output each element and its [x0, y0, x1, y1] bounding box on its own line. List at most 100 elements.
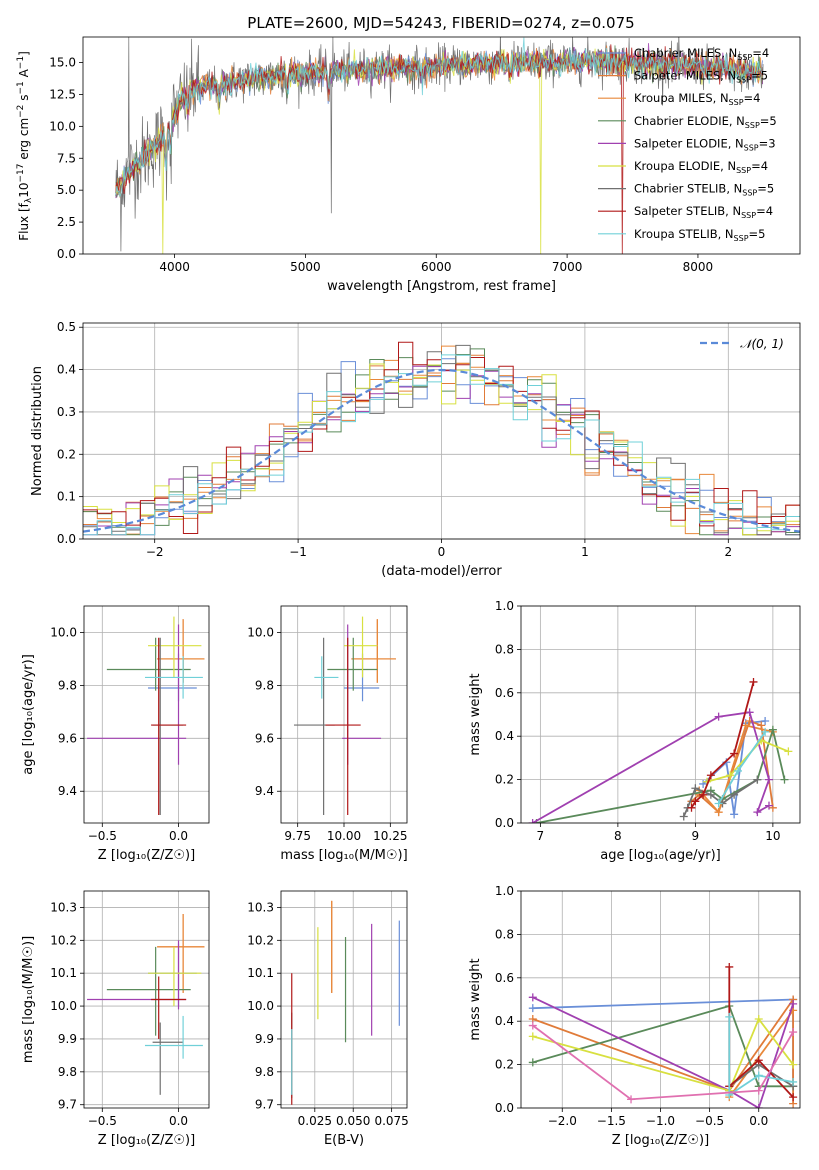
x-tick-label: 10 — [765, 829, 780, 843]
legend-subscript: SSP — [734, 234, 749, 243]
x-tick-label: −1.0 — [646, 1114, 675, 1128]
series-marker — [745, 708, 754, 717]
y-tick-label: 10.3 — [247, 900, 274, 914]
y-tick-label: 10.1 — [50, 966, 77, 980]
y-tick-label: 0.6 — [495, 971, 514, 985]
model-spectrum-9 — [115, 37, 763, 197]
x-tick-label: 8 — [614, 829, 622, 843]
y-tick-label: 0.0 — [495, 816, 514, 830]
series-marker — [528, 993, 537, 1002]
y-axis-label-part: Flux [f — [17, 202, 31, 240]
massweight-vs-metallicity-plot: −2.0 −1.5 −1.0 −0.5 0.0 0.0 0.2 0.4 0.6 0.8 1.0 Z [… — [468, 884, 801, 1148]
legend-subscript: SSP — [736, 76, 751, 85]
error-bar-point — [351, 619, 396, 683]
y-axis-label: Flux [fλ10−17 erg cm−2 s−1 A−1] — [16, 51, 34, 241]
y-tick-label: 1.0 — [495, 884, 514, 898]
x-tick-label: 7000 — [552, 260, 583, 274]
series-path — [532, 711, 770, 823]
y-tick-label: 10.2 — [50, 933, 77, 947]
x-tick-label: 9.75 — [284, 829, 311, 843]
x-tick-label: 6000 — [421, 260, 452, 274]
x-tick-label: 0.050 — [336, 1114, 370, 1128]
error-bar-point — [351, 619, 396, 683]
legend-text: Kroupa ELODIE, N — [634, 159, 736, 173]
series-marker — [714, 808, 723, 817]
series-marker — [730, 790, 739, 799]
y-tick-label: 10.0 — [247, 999, 274, 1013]
legend-text: Chabrier STELIB, N — [634, 182, 742, 196]
series-line — [532, 725, 789, 823]
series-path — [706, 739, 789, 783]
residuals-plot: −2 −1 0 1 2 0.0 0.1 0.2 0.3 0.4 0.5 (data-model)/er… — [30, 320, 801, 579]
series-marker — [714, 799, 723, 808]
x-tick-label: 0.0 — [749, 1114, 768, 1128]
series-marker — [789, 1028, 798, 1037]
series-marker — [528, 819, 537, 823]
series-marker — [725, 1012, 734, 1021]
x-tick-label: 0.0 — [169, 829, 188, 843]
series-path — [728, 1009, 794, 1098]
y-tick-label: 10.2 — [247, 933, 274, 947]
y-axis-label-part: −17 — [16, 164, 26, 183]
legend-entry: Kroupa STELIB, NSSP=5 — [634, 227, 765, 243]
age-vs-metallicity-plot: −0.5 0.0 9.4 9.6 9.8 10.0 Z [log₁₀(Z/Z☉)] age [… — [21, 605, 210, 863]
series-marker — [741, 721, 750, 730]
legend-text: =5 — [751, 69, 768, 83]
series-marker — [757, 721, 766, 730]
y-tick-label: 9.8 — [255, 678, 274, 692]
x-tick-label: 8000 — [683, 260, 714, 274]
legend-entry: Salpeter ELODIE, NSSP=3 — [634, 136, 776, 152]
x-tick-label: −1 — [289, 545, 307, 559]
error-bar-point — [344, 616, 378, 678]
series-marker — [528, 1021, 537, 1030]
y-tick-label: 9.7 — [58, 1098, 77, 1112]
error-bar-point — [151, 976, 187, 1039]
series-marker — [528, 1004, 537, 1013]
legend-text: =3 — [759, 136, 776, 150]
plot-area — [83, 341, 800, 536]
legend-text: =5 — [749, 227, 766, 241]
legend-text: =4 — [752, 46, 769, 60]
x-axis-label: mass [log₁₀(M/M☉)] — [280, 848, 407, 863]
series-marker — [706, 771, 715, 780]
error-bar-point — [152, 1022, 184, 1095]
legend-text: =5 — [757, 182, 774, 196]
error-bar-point — [327, 637, 378, 691]
y-tick-label: 9.9 — [58, 1032, 77, 1046]
y-axis-label-part: −2 — [16, 105, 26, 118]
spectrum-title: PLATE=2600, MJD=54243, FIBERID=0274, z=0… — [247, 14, 634, 32]
error-bar-point — [87, 624, 187, 765]
error-bar-point — [157, 619, 205, 683]
series-path — [532, 996, 794, 1108]
y-axis-label-part: −1 — [16, 56, 26, 69]
error-bar-point — [325, 637, 361, 816]
legend-subscript: SSP — [736, 166, 751, 175]
x-tick-label: 0.025 — [298, 1114, 332, 1128]
x-tick-label: −0.5 — [695, 1114, 724, 1128]
x-axis-label: Z [log₁₀(Z/Z☉)] — [98, 848, 195, 863]
plot-area — [528, 677, 793, 823]
axes-frame — [280, 890, 408, 1109]
y-axis-label: mass weight — [468, 673, 483, 755]
series-marker — [754, 1104, 763, 1108]
grid — [521, 605, 800, 824]
y-tick-label: 9.4 — [255, 784, 274, 798]
y-tick-label: 1.0 — [495, 599, 514, 613]
series-marker — [753, 808, 762, 817]
series-marker — [789, 999, 798, 1008]
x-axis-label: wavelength [Angstrom, rest frame] — [327, 279, 556, 294]
legend-text: =4 — [744, 91, 761, 105]
plot-area — [115, 37, 764, 254]
series-marker — [761, 717, 770, 726]
y-tick-label: 10.0 — [247, 625, 274, 639]
axes-frame — [83, 605, 210, 824]
error-bar-point — [148, 946, 202, 1007]
series-marker — [765, 775, 773, 784]
series-path — [532, 996, 794, 1104]
legend-text: =4 — [751, 159, 768, 173]
series-marker — [714, 712, 723, 721]
x-axis-label: E(B-V) — [324, 1133, 364, 1148]
y-tick-label: 9.8 — [58, 1065, 77, 1079]
series-line — [703, 736, 793, 786]
error-bar-point — [344, 653, 380, 702]
